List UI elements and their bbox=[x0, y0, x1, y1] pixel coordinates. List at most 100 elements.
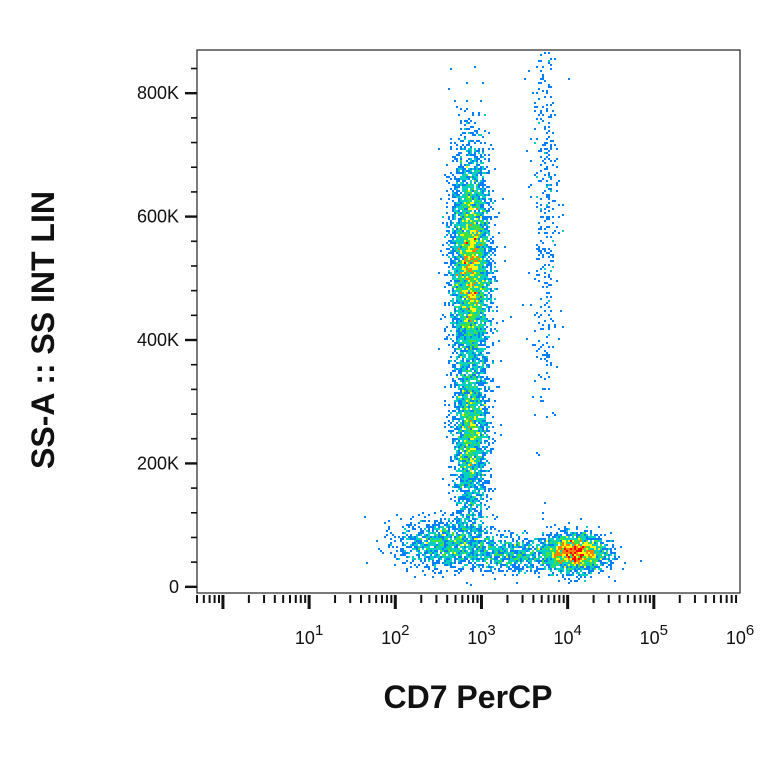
data-point bbox=[450, 224, 452, 226]
data-point bbox=[480, 494, 482, 496]
data-point bbox=[460, 308, 462, 310]
data-point bbox=[562, 554, 564, 556]
data-point bbox=[402, 536, 404, 538]
data-point bbox=[468, 158, 470, 160]
data-point bbox=[600, 540, 602, 542]
data-point bbox=[454, 370, 456, 372]
data-point bbox=[468, 248, 470, 250]
data-point bbox=[466, 322, 468, 324]
data-point bbox=[542, 144, 544, 146]
data-point bbox=[474, 344, 476, 346]
data-point bbox=[414, 546, 416, 548]
data-point bbox=[474, 442, 476, 444]
data-point bbox=[468, 246, 470, 248]
data-point bbox=[458, 378, 460, 380]
data-point bbox=[522, 560, 524, 562]
data-point bbox=[470, 338, 472, 340]
data-point bbox=[544, 212, 546, 214]
data-point bbox=[512, 532, 514, 534]
data-point bbox=[462, 266, 464, 268]
data-point bbox=[456, 226, 458, 228]
data-point bbox=[478, 282, 480, 284]
data-point bbox=[472, 412, 474, 414]
data-point bbox=[482, 364, 484, 366]
data-point bbox=[466, 144, 468, 146]
data-point bbox=[548, 536, 550, 538]
data-point bbox=[544, 268, 546, 270]
data-point bbox=[458, 268, 460, 270]
data-point bbox=[600, 544, 602, 546]
data-point bbox=[466, 326, 468, 328]
data-point bbox=[578, 566, 580, 568]
data-point bbox=[476, 442, 478, 444]
data-point bbox=[474, 382, 476, 384]
data-point bbox=[378, 548, 380, 550]
data-point bbox=[522, 558, 524, 560]
data-point bbox=[428, 552, 430, 554]
data-point bbox=[540, 268, 542, 270]
data-point bbox=[456, 484, 458, 486]
data-point bbox=[458, 228, 460, 230]
data-point bbox=[542, 90, 544, 92]
data-point bbox=[478, 366, 480, 368]
data-point bbox=[458, 168, 460, 170]
data-point bbox=[476, 458, 478, 460]
data-point bbox=[478, 192, 480, 194]
data-point bbox=[484, 260, 486, 262]
data-point bbox=[476, 172, 478, 174]
data-point bbox=[432, 526, 434, 528]
data-point bbox=[484, 288, 486, 290]
data-point bbox=[454, 308, 456, 310]
data-point bbox=[528, 544, 530, 546]
data-point bbox=[468, 340, 470, 342]
data-point bbox=[546, 138, 548, 140]
data-point bbox=[464, 400, 466, 402]
data-point bbox=[486, 336, 488, 338]
data-point bbox=[470, 192, 472, 194]
data-point bbox=[428, 546, 430, 548]
data-point bbox=[448, 564, 450, 566]
data-point bbox=[486, 382, 488, 384]
data-point bbox=[478, 298, 480, 300]
data-point bbox=[468, 478, 470, 480]
data-point bbox=[536, 138, 538, 140]
data-point bbox=[458, 236, 460, 238]
data-point bbox=[492, 514, 494, 516]
data-point bbox=[548, 158, 550, 160]
data-point bbox=[550, 574, 552, 576]
data-point bbox=[472, 558, 474, 560]
data-point bbox=[546, 562, 548, 564]
data-point bbox=[470, 376, 472, 378]
data-point bbox=[480, 254, 482, 256]
data-point bbox=[434, 542, 436, 544]
data-point bbox=[568, 578, 570, 580]
data-point bbox=[486, 358, 488, 360]
data-point bbox=[496, 306, 498, 308]
data-point bbox=[562, 546, 564, 548]
data-point bbox=[458, 404, 460, 406]
data-point bbox=[448, 554, 450, 556]
data-point bbox=[442, 538, 444, 540]
data-point bbox=[470, 310, 472, 312]
data-point bbox=[472, 216, 474, 218]
data-point bbox=[464, 364, 466, 366]
data-point bbox=[586, 554, 588, 556]
data-point bbox=[550, 296, 552, 298]
data-point bbox=[420, 546, 422, 548]
data-point bbox=[544, 142, 546, 144]
data-point bbox=[456, 272, 458, 274]
data-point bbox=[456, 186, 458, 188]
data-point bbox=[518, 544, 520, 546]
data-point bbox=[470, 234, 472, 236]
data-point bbox=[492, 260, 494, 262]
data-point bbox=[452, 228, 454, 230]
data-point bbox=[544, 232, 546, 234]
data-point bbox=[472, 382, 474, 384]
data-point bbox=[486, 218, 488, 220]
data-point bbox=[474, 536, 476, 538]
data-point bbox=[474, 412, 476, 414]
data-point bbox=[470, 222, 472, 224]
data-point bbox=[466, 552, 468, 554]
data-point bbox=[472, 328, 474, 330]
data-point bbox=[416, 544, 418, 546]
